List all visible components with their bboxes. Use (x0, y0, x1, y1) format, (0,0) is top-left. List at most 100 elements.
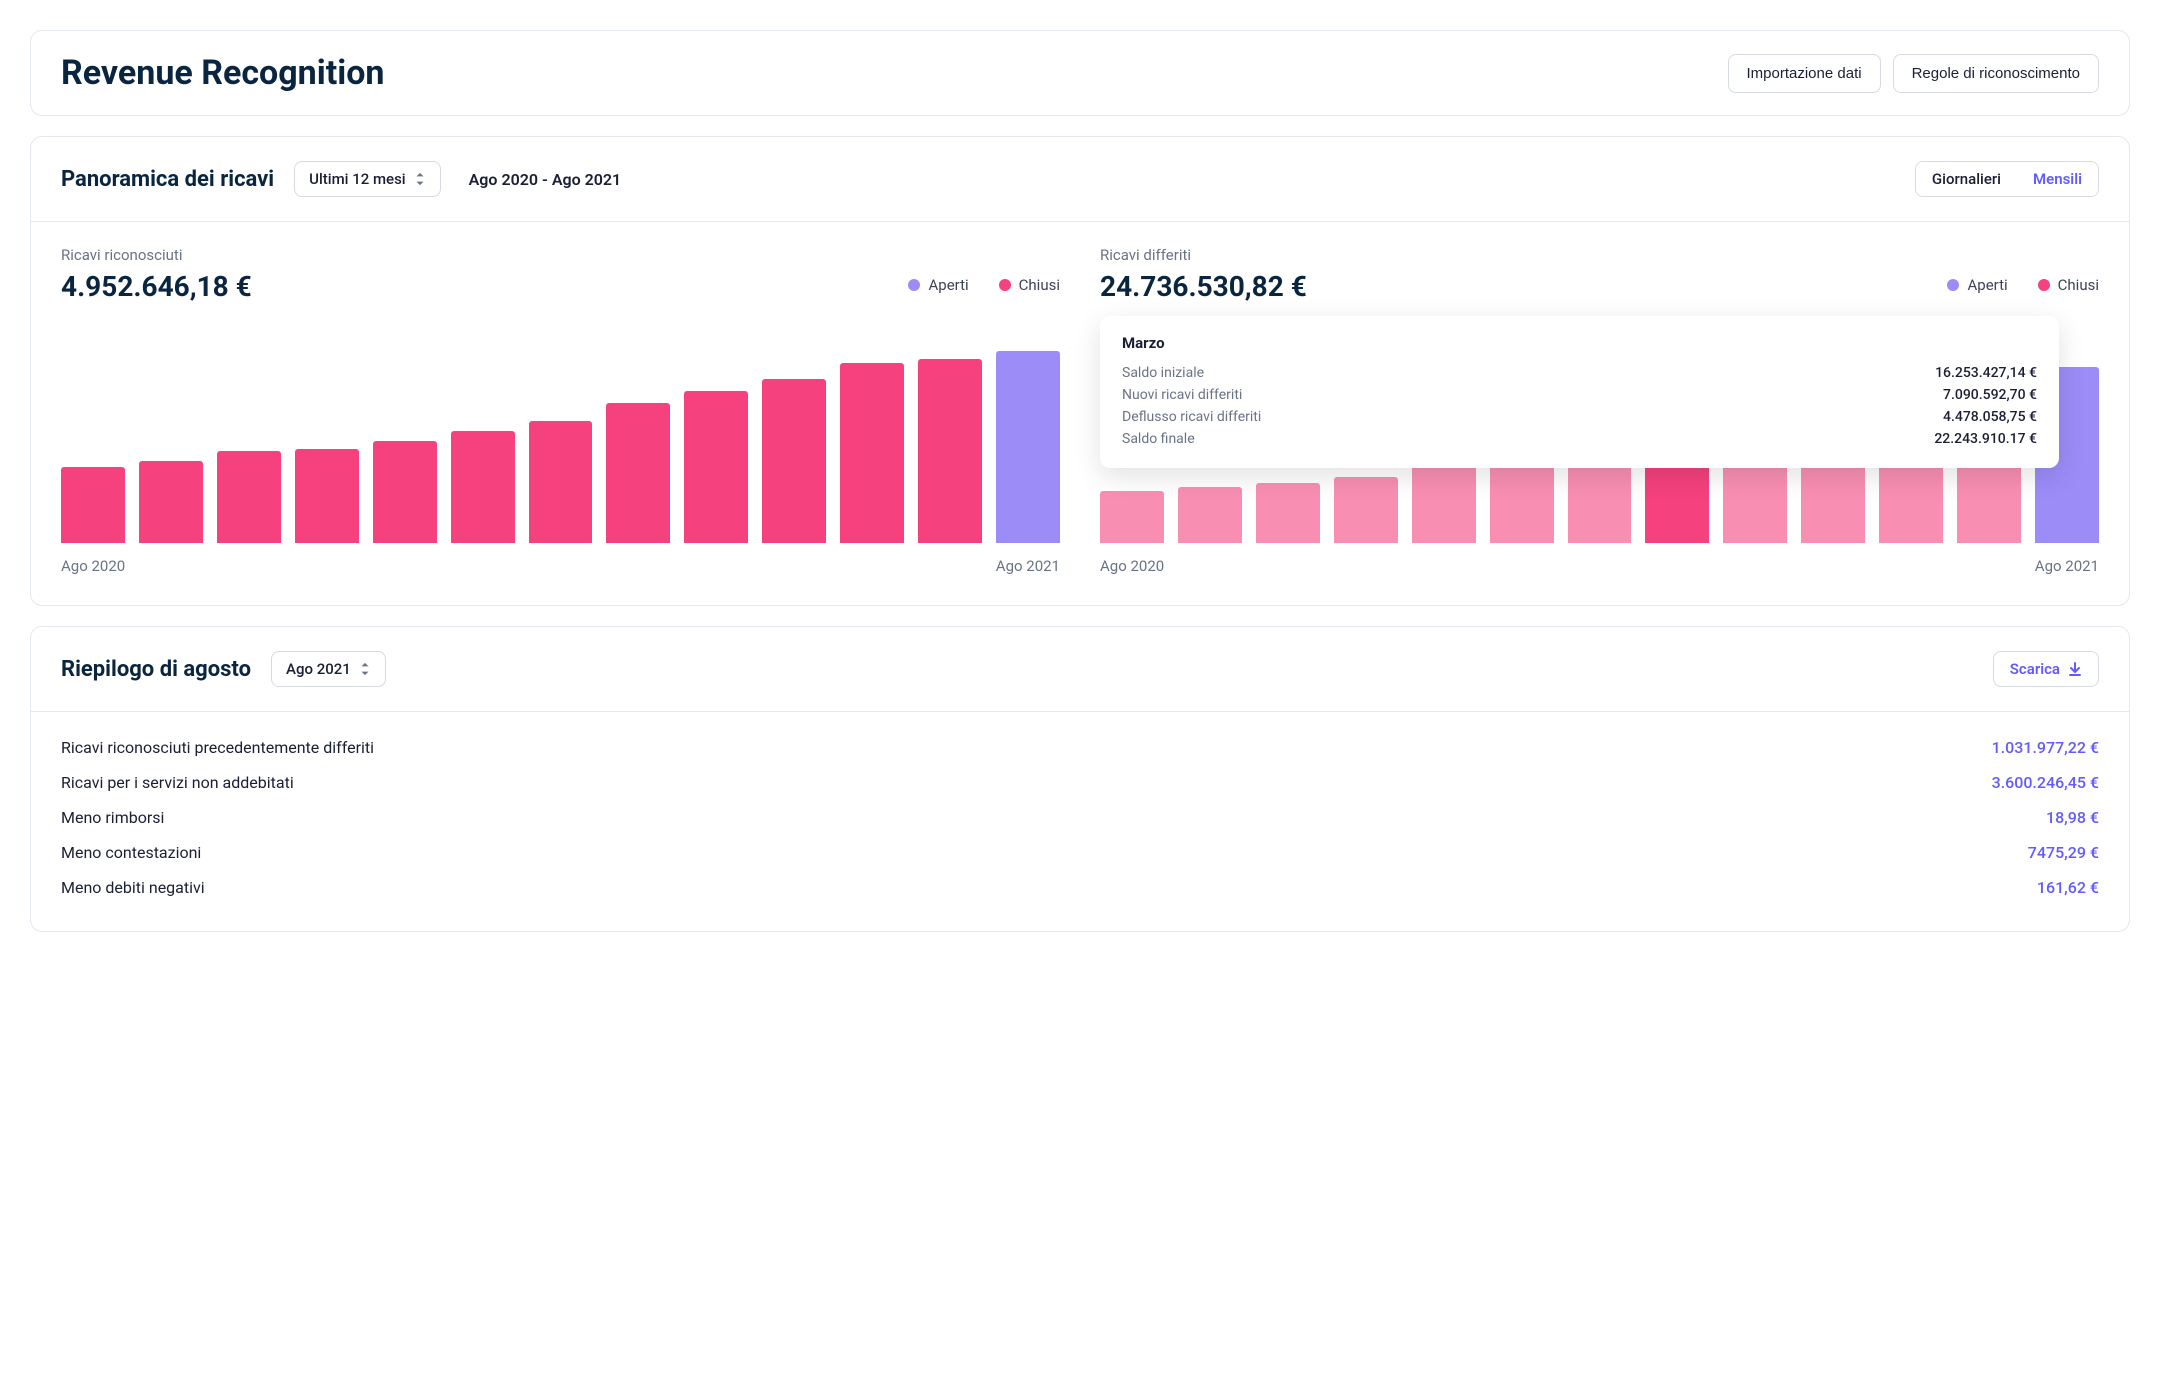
period-select-label: Ultimi 12 mesi (309, 170, 406, 188)
summary-body: Ricavi riconosciuti precedentemente diff… (31, 712, 2129, 931)
legend-closed-2: Chiusi (2038, 276, 2099, 294)
list-row: Deflusso ricavi differiti 4.478.058,75 € (1122, 406, 2037, 428)
axis-end-2: Ago 2021 (2035, 557, 2099, 575)
row-label: Ricavi riconosciuti precedentemente diff… (61, 738, 374, 757)
chart-bar[interactable] (1334, 477, 1398, 543)
axis-start-2: Ago 2020 (1100, 557, 1164, 575)
legend-open-label: Aperti (928, 276, 968, 294)
legend-closed: Chiusi (999, 276, 1060, 294)
row-value: 3.600.246,45 € (1992, 773, 2099, 792)
list-row: Meno rimborsi18,98 € (61, 800, 2099, 835)
chart-bar[interactable] (139, 461, 203, 543)
legend-dot-purple (908, 279, 920, 291)
list-row: Meno contestazioni 7475,29 € (61, 835, 2099, 870)
chart-bar[interactable] (918, 359, 982, 543)
chart-bar[interactable] (529, 421, 593, 543)
row-label: Saldo iniziale (1122, 365, 1204, 381)
chart-bar[interactable] (217, 451, 281, 543)
row-value: 22.243.910.17 € (1934, 431, 2037, 447)
overview-title: Panoramica dei ricavi (61, 167, 274, 192)
overview-header-left: Panoramica dei ricavi Ultimi 12 mesi Ago… (61, 161, 621, 197)
summary-month-label: Ago 2021 (286, 660, 351, 678)
row-value: 18,98 € (2046, 808, 2099, 827)
download-button[interactable]: Scarica (1993, 651, 2099, 687)
row-value: 4.478.058,75 € (1943, 409, 2037, 425)
date-range-text: Ago 2020 - Ago 2021 (469, 170, 622, 189)
list-row: Saldo finale 22.243.910.17 € (1122, 428, 2037, 450)
header-actions: Importazione dati Regole di riconoscimen… (1728, 54, 2100, 93)
legend-open-label-2: Aperti (1967, 276, 2007, 294)
legend-dot-purple-2 (1947, 279, 1959, 291)
page-title: Revenue Recognition (61, 53, 384, 93)
tooltip-rows: Saldo iniziale 16.253.427,14 € Nuovi ricav… (1122, 362, 2037, 450)
row-value: 16.253.427,14 € (1935, 365, 2037, 381)
overview-card: Panoramica dei ricavi Ultimi 12 mesi Ago… (30, 136, 2130, 606)
chart-bar[interactable] (1178, 487, 1242, 543)
tooltip-month: Marzo (1122, 334, 2037, 352)
chart-bar[interactable] (762, 379, 826, 543)
header-card: Revenue Recognition Importazione dati Re… (30, 30, 2130, 116)
chart-bar[interactable] (840, 363, 904, 543)
chart-bar[interactable] (606, 403, 670, 543)
list-row: Meno debiti negativi 161,62 € (61, 870, 2099, 905)
chart-bar[interactable] (1490, 459, 1554, 543)
recognized-panel: Ricavi riconosciuti 4.952.646,18 € Apert… (61, 246, 1060, 575)
axis-start: Ago 2020 (61, 557, 125, 575)
row-value: 7475,29 € (2028, 843, 2099, 862)
chart-bar[interactable] (996, 351, 1060, 543)
recognition-rules-button[interactable]: Regole di riconoscimento (1893, 54, 2099, 93)
row-value: 7.090.592,70 € (1943, 387, 2037, 403)
summary-title: Riepilogo di agosto (61, 657, 251, 682)
chart-bar[interactable] (1100, 491, 1164, 543)
deferred-label: Ricavi differiti (1100, 246, 2099, 264)
list-row: Nuovi ricavi differiti 7.090.592,70 € (1122, 384, 2037, 406)
deferred-panel: Ricavi differiti 24.736.530,82 € Aperti … (1100, 246, 2099, 575)
period-select[interactable]: Ultimi 12 mesi (294, 161, 441, 197)
row-value: 1.031.977,22 € (1992, 738, 2099, 757)
download-label: Scarica (2010, 660, 2060, 678)
row-label: Deflusso ricavi differiti (1122, 409, 1261, 425)
chart-bar[interactable] (684, 391, 748, 543)
list-row: Ricavi per i servizi non addebitati 3.600… (61, 765, 2099, 800)
row-label: Nuovi ricavi differiti (1122, 387, 1242, 403)
legend-dot-pink-2 (2038, 279, 2050, 291)
row-label: Ricavi per i servizi non addebitati (61, 773, 294, 792)
chevron-updown-icon-2 (359, 662, 371, 676)
summary-month-select[interactable]: Ago 2021 (271, 651, 386, 687)
recognized-label: Ricavi riconosciuti (61, 246, 1060, 264)
chevron-updown-icon (414, 172, 426, 186)
legend-closed-label-2: Chiusi (2058, 276, 2099, 294)
row-label: Meno debiti negativi (61, 878, 205, 897)
recognized-legend: Aperti Chiusi (908, 276, 1060, 294)
legend-open-2: Aperti (1947, 276, 2007, 294)
axis-end: Ago 2021 (996, 557, 1060, 575)
row-label: Saldo finale (1122, 431, 1195, 447)
chart-bar[interactable] (295, 449, 359, 543)
legend-closed-label: Chiusi (1019, 276, 1060, 294)
list-row: Saldo iniziale 16.253.427,14 € (1122, 362, 2037, 384)
recognized-axis: Ago 2020 Ago 2021 (61, 557, 1060, 575)
summary-header: Riepilogo di agosto Ago 2021 Scarica (31, 627, 2129, 712)
chart-bar[interactable] (451, 431, 515, 543)
download-icon (2068, 662, 2082, 676)
summary-header-left: Riepilogo di agosto Ago 2021 (61, 651, 386, 687)
deferred-axis: Ago 2020 Ago 2021 (1100, 557, 2099, 575)
toggle-daily[interactable]: Giornalieri (1916, 162, 2017, 196)
chart-bar[interactable] (373, 441, 437, 543)
deferred-legend: Aperti Chiusi (1947, 276, 2099, 294)
toggle-monthly[interactable]: Mensili (2017, 162, 2098, 196)
row-value: 161,62 € (2037, 878, 2099, 897)
overview-header: Panoramica dei ricavi Ultimi 12 mesi Ago… (31, 137, 2129, 222)
chart-bar[interactable] (1256, 483, 1320, 543)
row-label: Meno contestazioni (61, 843, 201, 862)
import-data-button[interactable]: Importazione dati (1728, 54, 1881, 93)
chart-bar[interactable] (61, 467, 125, 543)
legend-open: Aperti (908, 276, 968, 294)
deferred-tooltip: Marzo Saldo iniziale 16.253.427,14 € Nuovi… (1100, 316, 2059, 468)
recognized-bars (61, 343, 1060, 543)
chart-bar[interactable] (1412, 463, 1476, 543)
summary-card: Riepilogo di agosto Ago 2021 Scarica Ric… (30, 626, 2130, 932)
charts-row: Ricavi riconosciuti 4.952.646,18 € Apert… (31, 222, 2129, 605)
legend-dot-pink (999, 279, 1011, 291)
granularity-toggle: Giornalieri Mensili (1915, 161, 2099, 197)
